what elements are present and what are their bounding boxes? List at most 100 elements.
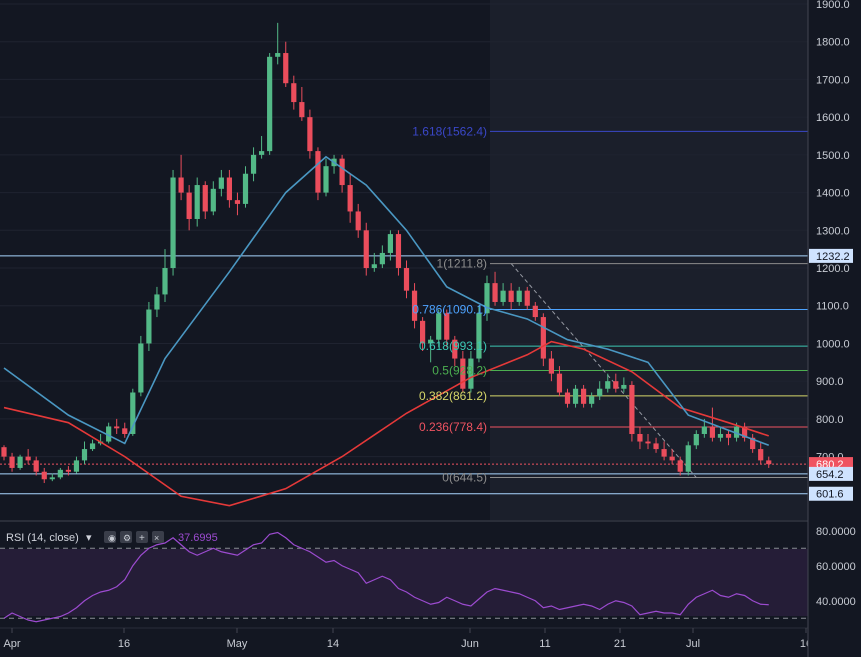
candle-body[interactable] [436,313,442,340]
candle-body[interactable] [750,437,756,450]
fib-trend-line[interactable] [510,263,697,478]
candle-body[interactable] [524,290,530,306]
candle-body[interactable] [307,117,313,152]
candle-body[interactable] [146,309,152,344]
candle-body[interactable] [492,283,498,302]
candle-body[interactable] [122,428,128,434]
candle-body[interactable] [387,234,393,253]
candle-body[interactable] [355,211,361,231]
candle-body[interactable] [186,192,192,219]
slow-moving-average-line[interactable] [3,340,769,507]
candle-body[interactable] [242,173,249,204]
candle-body[interactable] [597,388,603,397]
candle-body[interactable] [709,426,715,438]
candle-body[interactable] [25,456,31,461]
support-resistance-lines[interactable] [0,255,808,495]
candle-body[interactable] [65,469,71,472]
candle-body[interactable] [629,384,635,434]
candle-body[interactable] [693,433,699,446]
candle-body[interactable] [677,460,683,472]
candle-body[interactable] [540,317,546,359]
candle-body[interactable] [130,392,136,434]
candle-body[interactable] [661,449,667,457]
candle-body[interactable] [589,396,595,404]
candle-body[interactable] [339,158,345,186]
candle-body[interactable] [267,56,273,152]
candle-body[interactable] [725,433,732,438]
candle-body[interactable] [653,443,659,450]
candle-body[interactable] [733,426,740,438]
candle-body[interactable] [194,185,200,219]
candle-body[interactable] [250,154,257,174]
candle-body[interactable] [717,433,724,438]
candle-body[interactable] [516,290,522,302]
candle-body[interactable] [758,449,764,461]
fast-moving-average-line[interactable] [3,155,770,447]
candle-body[interactable] [766,460,772,465]
candle-body[interactable] [202,185,208,212]
fibonacci-retracement[interactable] [490,130,808,479]
candle-body[interactable] [162,268,168,295]
candle-body[interactable] [33,460,39,472]
candle-body[interactable] [701,426,707,434]
add-icon[interactable] [136,531,148,543]
candle-body[interactable] [275,53,281,57]
candle-body[interactable] [637,433,643,442]
candle-body[interactable] [89,443,96,450]
candle-body[interactable] [460,358,466,389]
chevron-down-icon[interactable]: ▾ [86,532,92,544]
candle-body[interactable] [347,185,353,212]
candle-body[interactable] [178,177,184,193]
candle-body[interactable] [532,305,538,318]
candle-body[interactable] [1,447,7,457]
candlestick-series[interactable] [1,22,772,484]
candle-body[interactable] [259,151,265,155]
candle-body[interactable] [685,445,691,472]
candle-body[interactable] [444,313,450,340]
candle-body[interactable] [106,426,112,442]
candle-body[interactable] [315,151,321,193]
candle-body[interactable] [154,294,160,310]
candle-body[interactable] [41,471,47,480]
candle-body[interactable] [420,320,426,344]
candle-body[interactable] [395,234,402,269]
candle-body[interactable] [564,392,571,404]
moving-averages[interactable] [3,155,770,507]
candle-body[interactable] [411,290,418,321]
candle-body[interactable] [283,53,289,84]
candle-body[interactable] [484,283,490,314]
rsi-header[interactable]: RSI (14, close) ▾ ◉ ⚙ + × 37.6995 [6,531,218,544]
candle-body[interactable] [468,358,474,389]
candle-body[interactable] [138,343,144,393]
candle-body[interactable] [403,268,410,291]
rsi-line[interactable] [3,531,769,623]
price-axis[interactable] [808,0,861,657]
candle-body[interactable] [170,177,176,269]
candle-body[interactable] [548,358,554,374]
settings-icon[interactable] [120,531,132,543]
candle-body[interactable] [572,388,579,404]
candle-body[interactable] [234,200,241,204]
candle-body[interactable] [452,339,458,359]
candle-body[interactable] [613,381,619,389]
candle-body[interactable] [581,388,587,404]
candle-body[interactable] [9,456,15,468]
candle-body[interactable] [428,339,434,344]
candle-body[interactable] [363,230,369,269]
candle-body[interactable] [556,373,563,393]
candle-body[interactable] [226,177,232,201]
candle-body[interactable] [500,290,506,302]
candle-body[interactable] [81,449,88,461]
candle-body[interactable] [508,290,514,302]
candle-body[interactable] [742,426,748,438]
candle-body[interactable] [73,460,80,472]
candle-body[interactable] [323,166,329,193]
time-axis[interactable] [0,628,808,657]
candle-body[interactable] [57,469,63,478]
candle-body[interactable] [476,313,482,359]
more-icon[interactable] [152,531,164,543]
candle-body[interactable] [114,426,120,429]
candle-body[interactable] [605,381,611,389]
eye-icon[interactable] [104,531,116,543]
